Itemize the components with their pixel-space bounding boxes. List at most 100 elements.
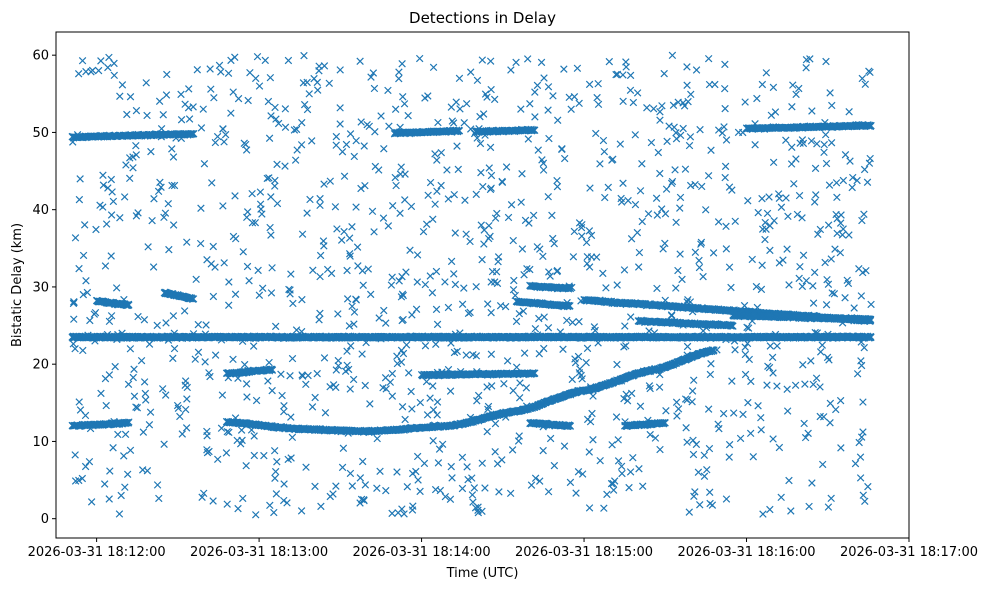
data-point [366, 400, 374, 408]
data-point [145, 420, 154, 429]
data-point [116, 214, 124, 222]
data-point [603, 490, 611, 499]
data-point [853, 370, 862, 378]
data-point [450, 348, 459, 357]
data-point [692, 66, 701, 74]
data-point [79, 251, 88, 260]
data-point [830, 290, 839, 298]
data-point [859, 491, 867, 499]
data-point [487, 308, 495, 317]
data-point [74, 70, 83, 78]
data-point [161, 391, 170, 399]
data-point [631, 131, 640, 139]
data-point [268, 264, 276, 272]
data-point [320, 242, 328, 250]
data-point [183, 383, 191, 392]
data-point [86, 316, 94, 325]
data-point [864, 482, 872, 491]
data-point [443, 166, 451, 174]
data-point [488, 267, 497, 276]
data-point [818, 460, 827, 469]
data-point [825, 181, 834, 189]
data-point [143, 467, 152, 475]
data-point [222, 449, 231, 457]
data-point [627, 234, 636, 243]
data-point [220, 138, 228, 146]
data-point [469, 351, 477, 359]
data-point [350, 320, 358, 328]
data-point [714, 218, 723, 226]
data-point [635, 464, 643, 473]
data-point [153, 321, 161, 330]
data-point [384, 222, 393, 230]
data-point [775, 194, 784, 202]
data-point [199, 105, 207, 113]
data-point [766, 505, 774, 514]
data-point [150, 195, 158, 203]
data-point [271, 322, 280, 331]
data-point [395, 277, 403, 285]
data-point [529, 211, 538, 220]
data-point [368, 207, 377, 216]
data-point [213, 132, 222, 141]
data-point [569, 253, 578, 261]
data-point [848, 183, 856, 192]
data-point [343, 361, 351, 370]
data-point [406, 246, 414, 254]
data-point [725, 453, 733, 461]
data-point [436, 486, 445, 495]
data-point [256, 188, 265, 196]
data-point [619, 97, 627, 106]
data-point [403, 482, 412, 491]
data-point [509, 236, 517, 245]
data-point [478, 459, 486, 467]
data-point [761, 235, 769, 244]
data-point [446, 495, 455, 504]
data-point [668, 177, 677, 186]
data-point [221, 130, 230, 139]
data-point [105, 495, 113, 503]
data-point [843, 276, 851, 285]
data-point [545, 134, 553, 143]
data-point [85, 457, 94, 466]
data-point [399, 291, 407, 300]
data-point [590, 323, 599, 331]
data-point [813, 140, 821, 148]
data-point [575, 219, 584, 227]
data-point [332, 482, 340, 490]
data-point [140, 316, 149, 324]
data-point [638, 160, 646, 168]
data-point [203, 431, 211, 440]
data-point [194, 320, 202, 329]
data-point [725, 440, 734, 449]
data-point [596, 456, 604, 465]
data-point [608, 441, 616, 449]
data-point [807, 357, 815, 365]
data-point [783, 407, 792, 415]
data-point [820, 140, 828, 149]
data-point [303, 105, 312, 114]
data-point [387, 281, 396, 289]
data-point [596, 160, 604, 168]
data-point [359, 281, 367, 289]
data-point [252, 396, 261, 405]
data-point [585, 80, 594, 89]
data-point [636, 187, 645, 195]
data-point [382, 385, 390, 393]
data-point [346, 342, 355, 350]
data-point [662, 185, 671, 193]
data-point [408, 311, 416, 319]
data-point [620, 266, 629, 274]
data-point [788, 143, 796, 151]
data-point [451, 229, 460, 237]
data-point [99, 181, 108, 189]
data-point [336, 66, 344, 74]
data-point [602, 284, 610, 292]
data-point [356, 499, 364, 507]
data-point [783, 245, 791, 253]
data-point [273, 458, 281, 466]
data-point [653, 284, 661, 293]
data-point [508, 446, 517, 454]
data-point [264, 97, 273, 106]
data-point [479, 110, 488, 118]
